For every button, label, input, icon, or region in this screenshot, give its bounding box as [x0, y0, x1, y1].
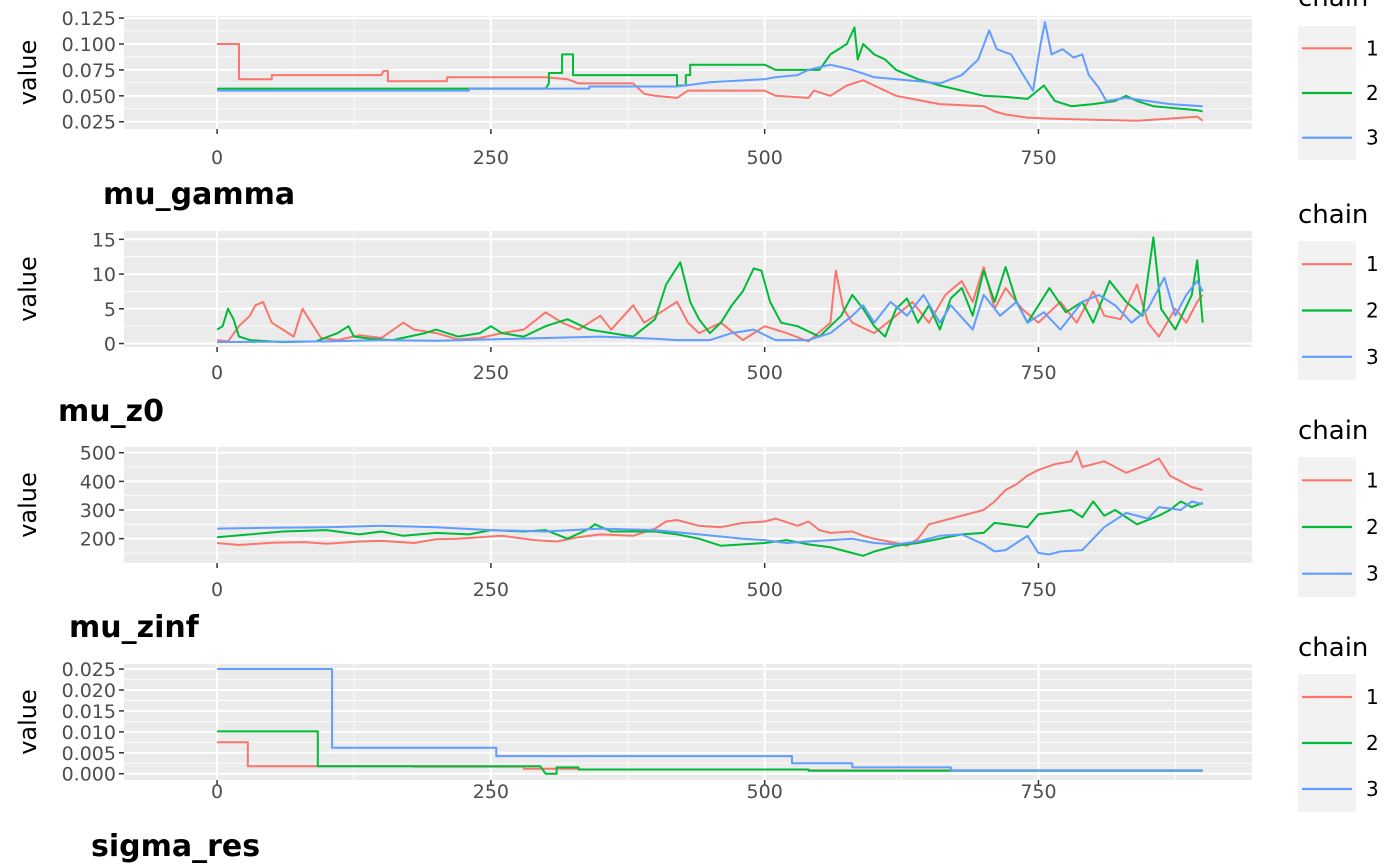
y-tick-label: 0: [104, 334, 116, 356]
y-axis-title: value: [14, 40, 42, 106]
y-tick-label: 0.015: [62, 701, 116, 723]
legend-label-chain-3: 3: [1366, 126, 1379, 150]
y-tick-label: 0.050: [62, 86, 116, 108]
y-tick-label: 10: [92, 264, 116, 286]
y-tick-label: 15: [92, 229, 116, 251]
legend-label-chain-1: 1: [1366, 252, 1379, 276]
series-line-chain-3: [217, 21, 1203, 108]
legend-label-chain-3: 3: [1366, 345, 1379, 369]
legend-label-chain-1: 1: [1366, 468, 1379, 492]
y-tick-label: 0.025: [62, 112, 116, 134]
x-tick-label: 500: [747, 781, 783, 803]
x-tick-label: 750: [1020, 781, 1056, 803]
series-line-chain-1: [217, 450, 1203, 547]
panel-mu_z0: 0 5 10 15 0 250 500 750 value mu_z0 chain 1 2 3: [14, 200, 1379, 429]
series-line-chain-2: [217, 500, 1204, 557]
y-axis-title: value: [14, 256, 42, 322]
legend-label-chain-2: 2: [1366, 515, 1379, 539]
series-line-chain-1: [217, 43, 1204, 122]
y-tick-label: 0.010: [62, 722, 116, 744]
y-tick-label: 0.075: [62, 60, 116, 82]
y-tick-label: 500: [80, 443, 116, 465]
y-tick-label: 0.020: [62, 680, 116, 702]
x-tick-label: 0: [211, 362, 223, 384]
y-tick-label: 400: [80, 471, 116, 493]
y-tick-label: 0.125: [62, 8, 116, 30]
legend-title: chain: [1298, 416, 1368, 446]
legend-label-chain-3: 3: [1366, 777, 1379, 801]
legend-label-chain-2: 2: [1366, 81, 1379, 105]
legend-label-chain-2: 2: [1366, 299, 1379, 323]
y-tick-label: 0.000: [62, 764, 116, 786]
x-tick-label: 500: [747, 147, 783, 169]
y-tick-label: 0.100: [62, 34, 116, 56]
x-tick-label: 250: [473, 362, 509, 384]
legend-title: chain: [1298, 633, 1368, 663]
y-tick-label: 5: [104, 299, 116, 321]
panel-title: mu_z0: [58, 394, 164, 429]
x-tick-label: 500: [747, 579, 783, 601]
x-tick-label: 250: [473, 781, 509, 803]
x-tick-label: 500: [747, 362, 783, 384]
y-tick-label: 200: [80, 529, 116, 551]
x-tick-label: 0: [211, 781, 223, 803]
x-tick-label: 0: [211, 147, 223, 169]
legend-title: chain: [1298, 0, 1368, 13]
series-line-chain-3: [217, 668, 1203, 772]
x-tick-label: 750: [1020, 147, 1056, 169]
x-tick-label: 750: [1020, 579, 1056, 601]
series-line-chain-3: [217, 500, 1203, 556]
legend-label-chain-3: 3: [1366, 562, 1379, 586]
series-line-chain-3: [217, 276, 1204, 344]
plot-background: [124, 664, 1252, 780]
legend-label-chain-1: 1: [1366, 685, 1379, 709]
legend-label-chain-1: 1: [1366, 36, 1379, 60]
x-tick-label: 0: [211, 579, 223, 601]
y-tick-label: 0.005: [62, 743, 116, 765]
x-tick-label: 750: [1020, 362, 1056, 384]
legend-label-chain-2: 2: [1366, 731, 1379, 755]
panel-title: mu_gamma: [103, 177, 295, 212]
panel-title: sigma_res: [91, 829, 260, 864]
y-tick-label: 300: [80, 500, 116, 522]
y-tick-label: 0.025: [62, 659, 116, 681]
series-line-chain-2: [217, 26, 1203, 113]
x-tick-label: 250: [473, 579, 509, 601]
series-line-chain-2: [217, 730, 1203, 775]
legend-title: chain: [1298, 200, 1368, 230]
plot-background: [124, 447, 1252, 563]
y-axis-title: value: [14, 689, 42, 755]
x-tick-label: 250: [473, 147, 509, 169]
plot-background: [124, 16, 1252, 129]
series-line-chain-1: [216, 266, 1204, 343]
panel-title: mu_zinf: [69, 610, 200, 645]
panel-mu_zinf: 200 300 400 500 0 250 500 750 value mu_zinf chain 1…: [14, 416, 1379, 645]
panel-mu_gamma: 0.025 0.050 0.075 0.100 0.125 0 250 500 750 value…: [14, 0, 1379, 212]
y-axis-title: value: [14, 472, 42, 538]
